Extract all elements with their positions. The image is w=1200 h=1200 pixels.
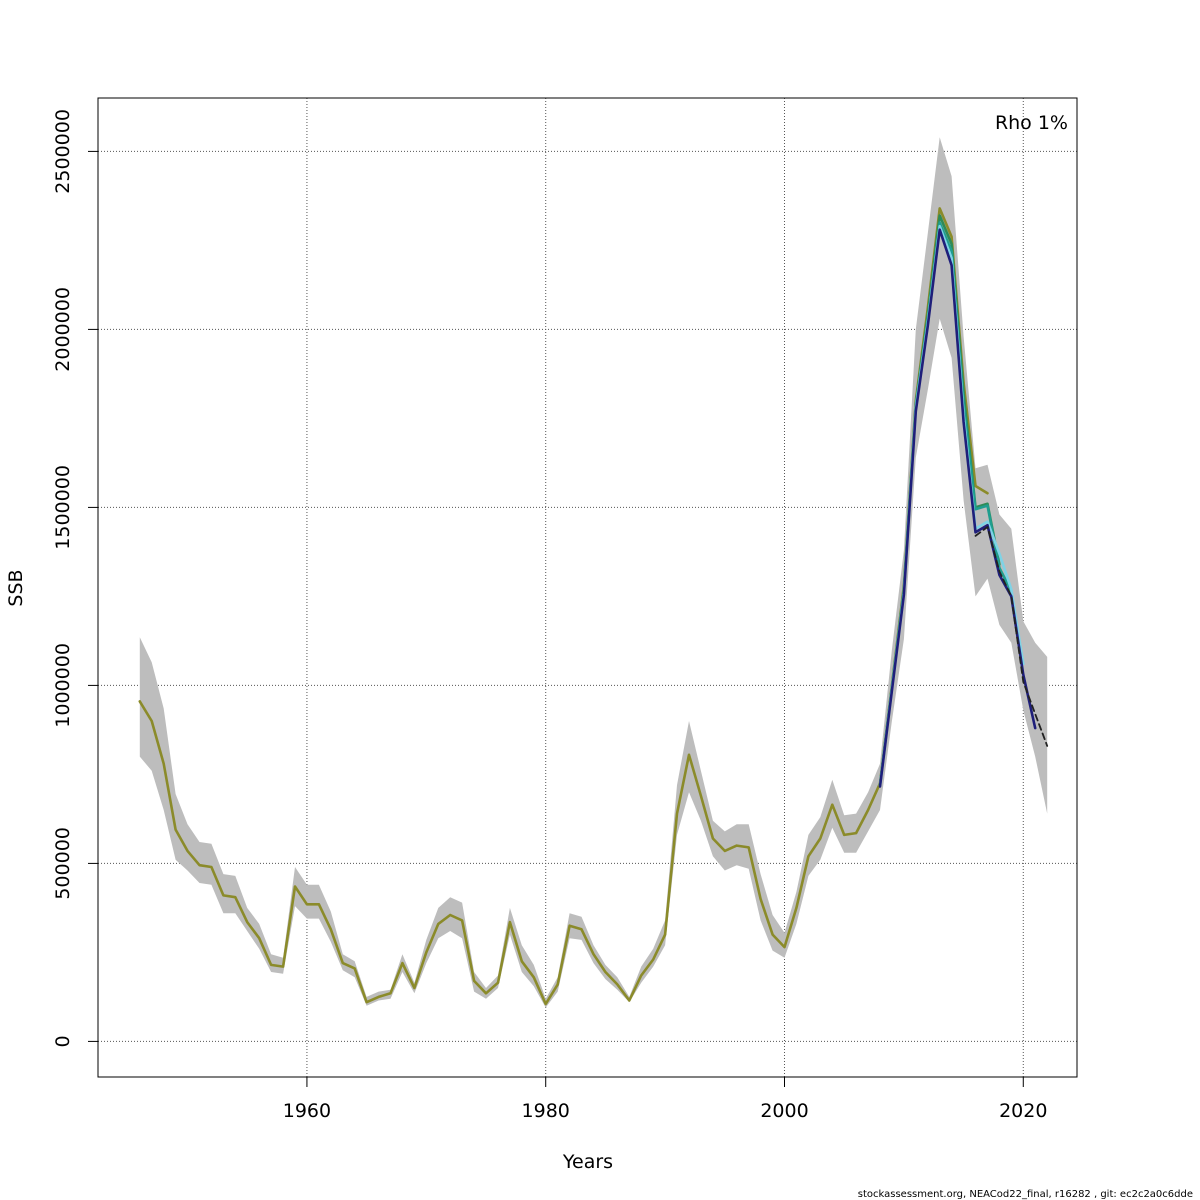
y-tick-label: 500000 xyxy=(52,827,74,900)
x-tick-label: 1980 xyxy=(522,1100,570,1122)
x-tick-label: 2000 xyxy=(760,1100,808,1122)
series-line-1 xyxy=(138,207,989,1006)
x-tick-label: 2020 xyxy=(999,1100,1047,1122)
axes: 1960 1980 2000 2020 0 500000 1000000 1500000 200… xyxy=(52,109,1047,1122)
x-tick-label: 1960 xyxy=(283,1100,331,1122)
confidence-band xyxy=(139,137,1048,1008)
y-axis-title: SSB xyxy=(5,569,27,606)
y-tick-label: 2500000 xyxy=(52,109,74,194)
x-axis-title: Years xyxy=(562,1151,613,1173)
plot-frame xyxy=(97,97,1078,1078)
y-tick-label: 1000000 xyxy=(52,643,74,728)
confidence-band-area xyxy=(139,137,1048,1008)
rho-annotation: Rho 1% xyxy=(995,112,1068,134)
y-tick-label: 2000000 xyxy=(52,287,74,372)
grid-lines xyxy=(98,98,1077,1077)
series-line-6 xyxy=(974,526,1049,747)
series-lines xyxy=(138,207,1049,1006)
footer-credit: stockassessment.org, NEACod22_final, r16… xyxy=(858,1189,1193,1200)
y-tick-label: 1500000 xyxy=(52,465,74,550)
y-tick-label: 0 xyxy=(52,1035,74,1047)
